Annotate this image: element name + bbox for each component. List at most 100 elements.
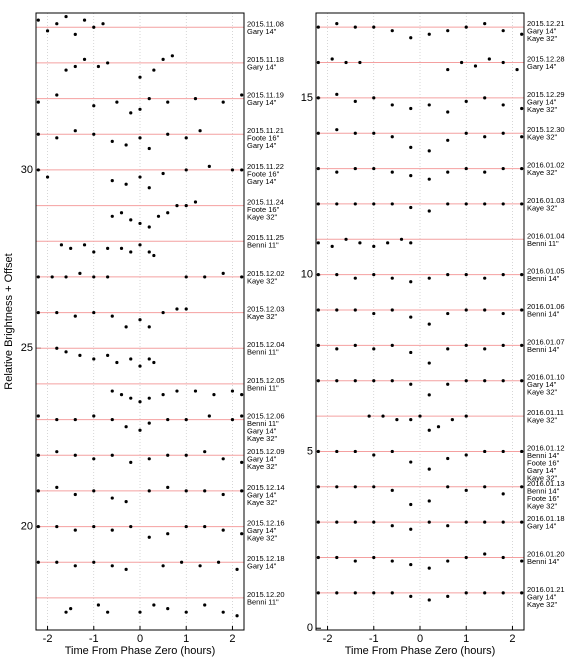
data-point bbox=[180, 560, 184, 564]
data-point bbox=[372, 485, 376, 489]
data-point bbox=[446, 382, 450, 386]
data-point bbox=[372, 131, 376, 135]
data-point bbox=[55, 310, 59, 315]
night-label: 2015.12.03 bbox=[247, 305, 285, 314]
data-point bbox=[221, 492, 225, 497]
night-label: 2015.12.04 bbox=[247, 340, 285, 349]
telescope-label: Gary 14" bbox=[527, 97, 557, 106]
data-point bbox=[316, 202, 320, 206]
data-point bbox=[409, 594, 413, 599]
data-point bbox=[483, 591, 487, 595]
data-point bbox=[372, 453, 376, 457]
data-point bbox=[358, 241, 362, 245]
plot-frame bbox=[35, 12, 245, 631]
data-point bbox=[520, 379, 524, 383]
telescope-label: Gary 14" bbox=[527, 592, 557, 601]
telescope-label: Gary 14" bbox=[247, 27, 277, 36]
y-axis-label: Relative Brightness + Offset bbox=[3, 253, 15, 389]
y-tick-label: 30 bbox=[21, 164, 33, 176]
data-point bbox=[520, 202, 524, 206]
data-point bbox=[409, 106, 413, 111]
data-point bbox=[92, 489, 96, 493]
data-point bbox=[73, 129, 77, 133]
telescope-label: Kaye 32" bbox=[247, 276, 278, 285]
data-point bbox=[427, 149, 431, 153]
telescope-label: Benni 14" bbox=[527, 557, 560, 566]
data-point bbox=[110, 564, 114, 568]
x-tick-label: -1 bbox=[89, 633, 99, 645]
data-point bbox=[193, 389, 198, 393]
data-point bbox=[92, 524, 96, 529]
data-point bbox=[64, 610, 68, 614]
data-point bbox=[55, 524, 59, 529]
data-point bbox=[464, 343, 468, 347]
data-point bbox=[335, 170, 339, 174]
data-point bbox=[203, 450, 207, 454]
data-point bbox=[501, 555, 505, 560]
data-point bbox=[240, 393, 244, 397]
telescope-label: Gary 14" bbox=[247, 526, 277, 535]
data-point bbox=[203, 603, 207, 607]
data-point bbox=[353, 131, 357, 135]
data-point bbox=[446, 524, 450, 528]
data-point bbox=[501, 311, 505, 316]
data-point bbox=[330, 244, 334, 248]
data-point bbox=[520, 32, 524, 36]
x-axis-label: Time From Phase Zero (hours) bbox=[345, 645, 496, 657]
data-point bbox=[409, 315, 413, 319]
data-point bbox=[138, 221, 142, 226]
data-point bbox=[73, 32, 77, 36]
data-point bbox=[184, 136, 188, 140]
data-point bbox=[372, 96, 376, 100]
data-point bbox=[55, 93, 59, 97]
data-point bbox=[316, 25, 320, 29]
data-point bbox=[395, 418, 399, 422]
telescope-label: Foote 16" bbox=[247, 134, 280, 143]
data-point bbox=[483, 276, 487, 280]
x-tick-label: 1 bbox=[463, 633, 469, 645]
data-point bbox=[129, 460, 133, 464]
data-point bbox=[147, 357, 151, 361]
data-point bbox=[78, 271, 82, 275]
data-point bbox=[230, 417, 235, 422]
data-point bbox=[316, 166, 320, 171]
data-point bbox=[483, 520, 487, 524]
data-point bbox=[124, 143, 128, 147]
data-point bbox=[240, 275, 244, 279]
data-point bbox=[353, 166, 357, 171]
night-label: 2015.11.21 bbox=[247, 126, 284, 135]
data-point bbox=[147, 325, 151, 329]
data-point bbox=[55, 485, 59, 489]
data-point bbox=[230, 168, 235, 172]
data-point bbox=[147, 535, 151, 539]
data-point bbox=[110, 314, 114, 318]
telescope-label: Benni 11" bbox=[247, 241, 279, 250]
data-point bbox=[427, 209, 431, 213]
data-point bbox=[147, 186, 151, 190]
data-point bbox=[316, 96, 320, 100]
x-tick-label: 2 bbox=[509, 633, 515, 645]
data-point bbox=[92, 25, 96, 29]
data-point bbox=[335, 273, 339, 277]
data-point bbox=[501, 273, 505, 277]
night-label: 2015.11.24 bbox=[247, 198, 284, 207]
data-point bbox=[166, 100, 170, 104]
data-point bbox=[390, 29, 394, 33]
telescope-label: Foote 16" bbox=[247, 169, 280, 178]
data-point bbox=[427, 361, 431, 365]
data-point bbox=[501, 379, 505, 383]
data-point bbox=[115, 100, 119, 104]
telescope-label: Benni 11" bbox=[247, 348, 279, 357]
data-point bbox=[501, 131, 505, 135]
data-point bbox=[436, 425, 441, 429]
data-point bbox=[73, 314, 77, 318]
data-point bbox=[161, 564, 165, 568]
data-point bbox=[316, 449, 320, 454]
data-point bbox=[483, 96, 487, 100]
data-point bbox=[36, 453, 40, 457]
data-point bbox=[147, 457, 151, 461]
data-point bbox=[235, 567, 239, 571]
telescope-label: Gary 14" bbox=[527, 380, 557, 389]
